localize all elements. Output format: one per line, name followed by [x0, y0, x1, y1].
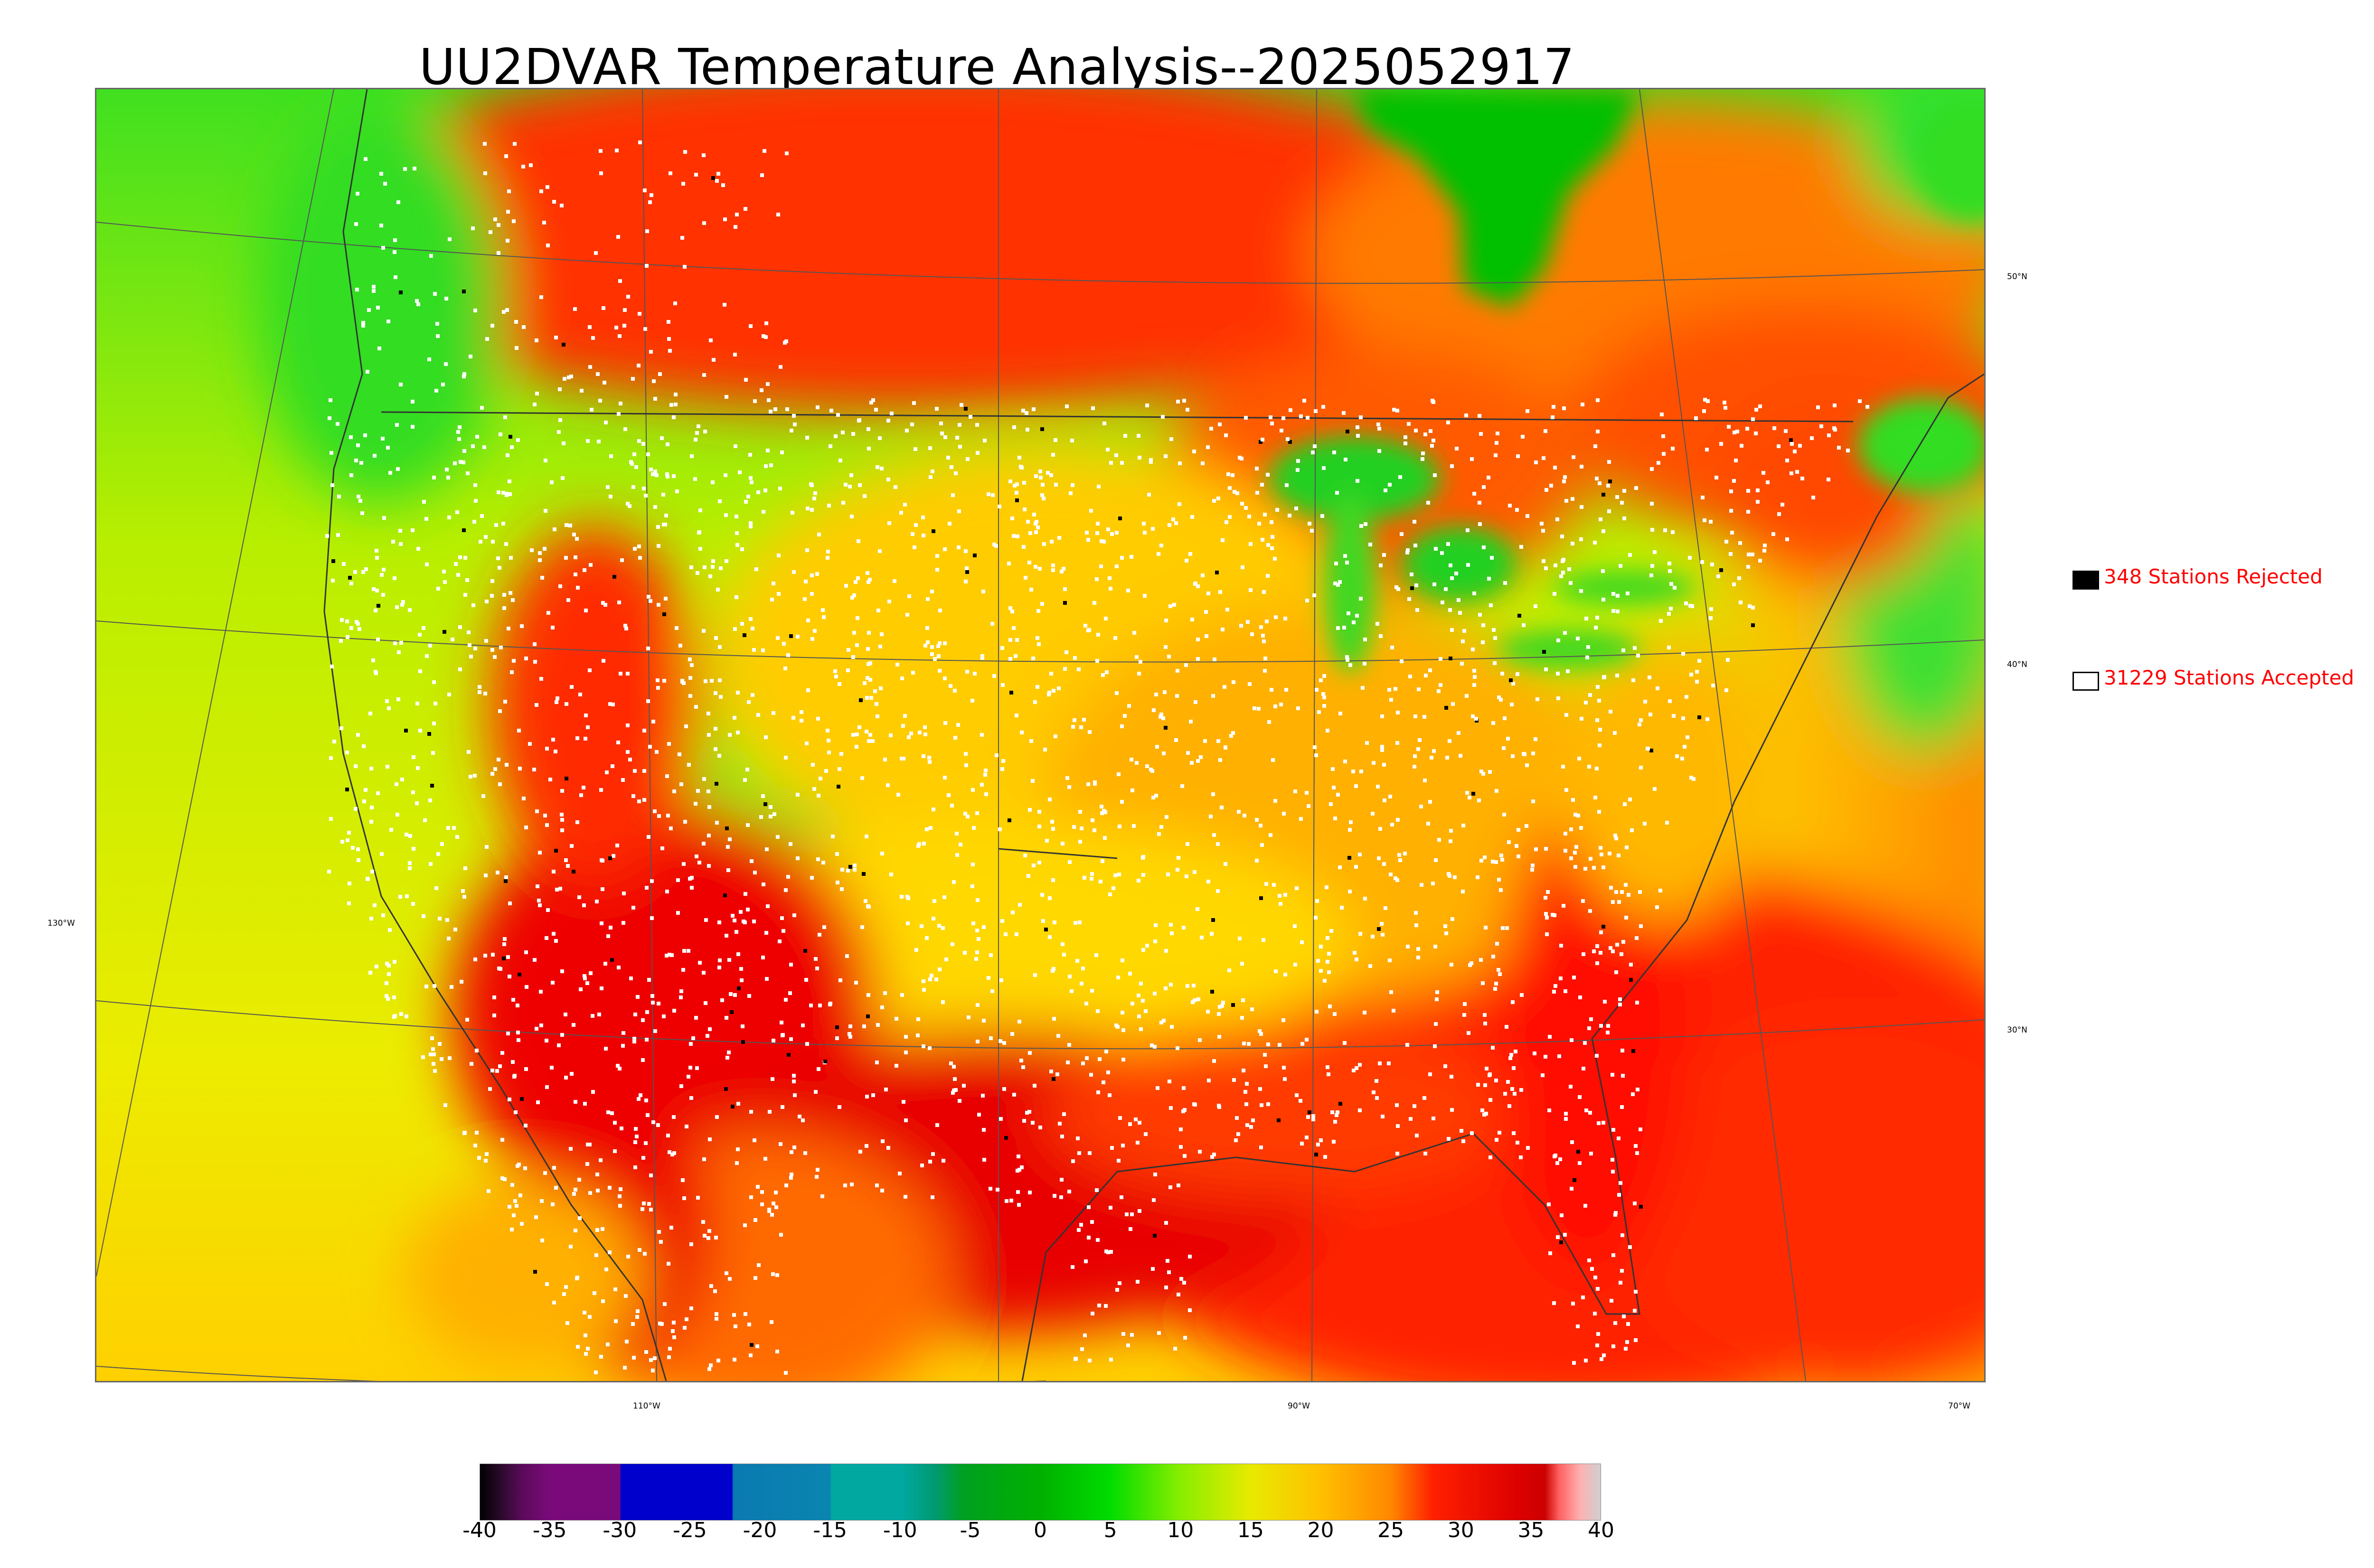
colorbar-tick-label: -5	[960, 1518, 981, 1542]
colorbar-tick-label: 10	[1167, 1518, 1194, 1542]
colorbar	[480, 1464, 1601, 1521]
colorbar-tick-label: -40	[462, 1518, 497, 1542]
accepted-swatch	[2073, 672, 2099, 691]
chart-title: UU2DVAR Temperature Analysis--2025052917	[419, 38, 1575, 96]
colorbar-tick-label: 40	[1588, 1518, 1614, 1542]
colorbar-tick-label: 15	[1237, 1518, 1264, 1542]
lat-label-40: 40°N	[2007, 660, 2027, 669]
legend-accepted-label: 31229 Stations Accepted	[2104, 666, 2355, 689]
colorbar-tick-label: 0	[1034, 1518, 1047, 1542]
coastlines-borders	[323, 89, 1984, 1381]
colorbar-tick-label: 5	[1103, 1518, 1117, 1542]
colorbar-tick-label: 35	[1517, 1518, 1545, 1542]
map-canvas	[96, 89, 1984, 1381]
colorbar-tick-label: -20	[743, 1518, 777, 1542]
station-markers	[325, 141, 1869, 1375]
lon-label-110: 110°W	[633, 1401, 660, 1411]
rejected-swatch	[2073, 571, 2099, 590]
lat-label-50: 50°N	[2007, 272, 2027, 282]
colorbar-tick-label: 30	[1447, 1518, 1474, 1542]
lon-label-70: 70°W	[1948, 1401, 1970, 1411]
colorbar-tick-label: -30	[603, 1518, 637, 1542]
lat-label-30: 30°N	[2007, 1025, 2027, 1035]
cool-water-bodies	[1269, 89, 1984, 673]
lon-label-90: 90°W	[1288, 1401, 1310, 1411]
legend-rejected-label: 348 Stations Rejected	[2104, 565, 2323, 588]
colorbar-tick-label: -35	[532, 1518, 567, 1542]
graticule	[96, 89, 1984, 1381]
temperature-map	[95, 88, 1986, 1382]
colorbar-tick-label: -15	[813, 1518, 848, 1542]
temperature-field	[258, 89, 1984, 1381]
colorbar-tick-label: -25	[672, 1518, 707, 1542]
lon-label-130: 130°W	[47, 919, 75, 928]
colorbar-tick-label: -10	[883, 1518, 917, 1542]
colorbar-tick-label: 25	[1377, 1518, 1404, 1542]
colorbar-tick-label: 20	[1307, 1518, 1334, 1542]
